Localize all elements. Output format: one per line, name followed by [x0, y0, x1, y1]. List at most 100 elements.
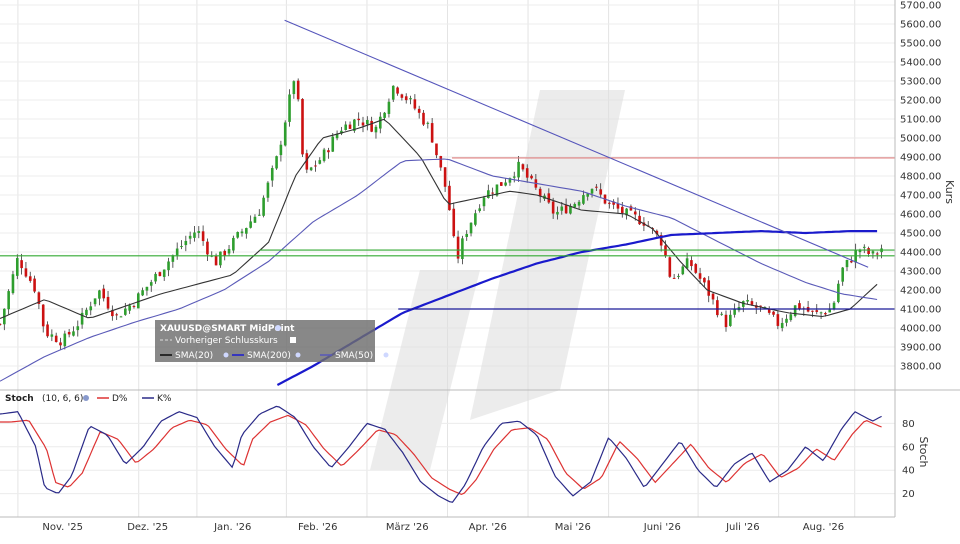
candle-body — [867, 248, 870, 254]
candle-body — [0, 323, 2, 325]
candle-body — [46, 324, 49, 337]
candle-body — [720, 313, 723, 315]
candle-body — [327, 150, 330, 153]
month-tick-label: Jan. '26 — [213, 522, 251, 533]
candle-body — [685, 258, 689, 269]
candle-body — [128, 305, 131, 311]
legend-checkbox-prev-close[interactable] — [290, 337, 296, 343]
candle-body — [729, 314, 732, 326]
candle-body — [59, 342, 62, 346]
candle-body — [832, 302, 836, 310]
candle-body — [828, 309, 832, 313]
legend-label-sma: SMA(50) — [335, 351, 373, 361]
candle-body — [149, 282, 153, 286]
candle-body — [314, 165, 317, 167]
candle-body — [439, 156, 443, 168]
candle-body — [54, 335, 58, 343]
candle-body — [504, 182, 507, 186]
candle-body — [344, 124, 348, 130]
candle-body — [759, 305, 762, 307]
candle-body — [85, 309, 88, 316]
legend-sma-settings-icon[interactable] — [295, 352, 301, 358]
candle-body — [551, 201, 555, 214]
candle-body — [240, 231, 244, 234]
candle-body — [582, 195, 585, 204]
stoch-settings-icon[interactable] — [83, 395, 89, 401]
candle-body — [93, 298, 97, 305]
legend-sma-settings-icon[interactable] — [223, 352, 229, 358]
candle-body — [396, 87, 399, 94]
candle-body — [283, 122, 287, 146]
legend-sma-settings-icon[interactable] — [383, 352, 389, 358]
month-tick-label: Dez. '25 — [127, 522, 168, 533]
candle-body — [67, 331, 71, 335]
price-tick-label: 5300.00 — [900, 77, 941, 88]
candle-body — [270, 168, 274, 181]
candle-body — [625, 208, 628, 216]
candle-body — [815, 310, 819, 312]
downtrend-line — [284, 19, 869, 268]
legend-settings-icon[interactable] — [275, 325, 281, 331]
candle-body — [158, 272, 162, 277]
candle-body — [249, 221, 252, 228]
candle-body — [659, 235, 663, 246]
stoch-tick-label: 60 — [902, 442, 915, 453]
candle-body — [318, 160, 322, 164]
candle-body — [279, 144, 283, 156]
candle-body — [171, 255, 175, 262]
candle-body — [292, 81, 296, 95]
candle-body — [430, 123, 434, 143]
candle-body — [98, 290, 101, 299]
candle-body — [102, 288, 106, 299]
candle-body — [361, 122, 365, 126]
candle-body — [811, 310, 814, 312]
candle-body — [694, 264, 698, 273]
candle-body — [595, 186, 598, 188]
candle-body — [400, 94, 404, 98]
candle-body — [703, 277, 706, 283]
stoch-header: Stoch (10, 6, 6) D% K% — [5, 394, 172, 404]
candle-body — [335, 133, 339, 139]
month-tick-label: Apr. '26 — [469, 522, 507, 533]
candle-body — [862, 246, 866, 248]
candle-body — [716, 300, 719, 316]
candle-body — [681, 266, 685, 275]
candle-body — [711, 293, 715, 300]
candle-body — [707, 280, 711, 296]
candle-body — [677, 275, 680, 277]
legend-label-prev-close: Vorheriger Schlusskurs — [175, 336, 278, 346]
candle-body — [871, 251, 875, 254]
candle-body — [793, 305, 797, 317]
candle-body — [136, 293, 140, 309]
candle-body — [340, 130, 343, 134]
candle-body — [227, 248, 231, 254]
candle-body — [322, 149, 326, 161]
candle-body — [106, 296, 110, 309]
stoch-params: (10, 6, 6) — [42, 394, 83, 404]
candle-body — [560, 206, 564, 211]
candle-body — [404, 96, 408, 101]
candle-body — [28, 276, 32, 281]
candle-body — [7, 291, 10, 310]
candle-body — [115, 314, 118, 316]
candle-body — [24, 268, 28, 277]
candle-body — [167, 261, 170, 271]
candle-body — [858, 249, 862, 253]
candle-body — [491, 192, 494, 194]
candle-body — [33, 278, 36, 292]
price-tick-label: 4800.00 — [900, 172, 941, 183]
candle-body — [690, 260, 693, 267]
candle-body — [331, 136, 335, 152]
candle-body — [223, 250, 227, 256]
candle-body — [599, 189, 602, 195]
candle-body — [378, 116, 382, 129]
candle-body — [288, 94, 291, 122]
price-tick-label: 4500.00 — [900, 229, 941, 240]
candle-body — [197, 231, 201, 233]
price-tick-label: 3900.00 — [900, 343, 941, 354]
candle-body — [456, 236, 460, 259]
legend: XAUUSD@SMART MidPoint Vorheriger Schlussk… — [155, 320, 389, 362]
candle-body — [245, 228, 248, 234]
candle-body — [841, 267, 844, 282]
price-tick-label: 4900.00 — [900, 153, 941, 164]
